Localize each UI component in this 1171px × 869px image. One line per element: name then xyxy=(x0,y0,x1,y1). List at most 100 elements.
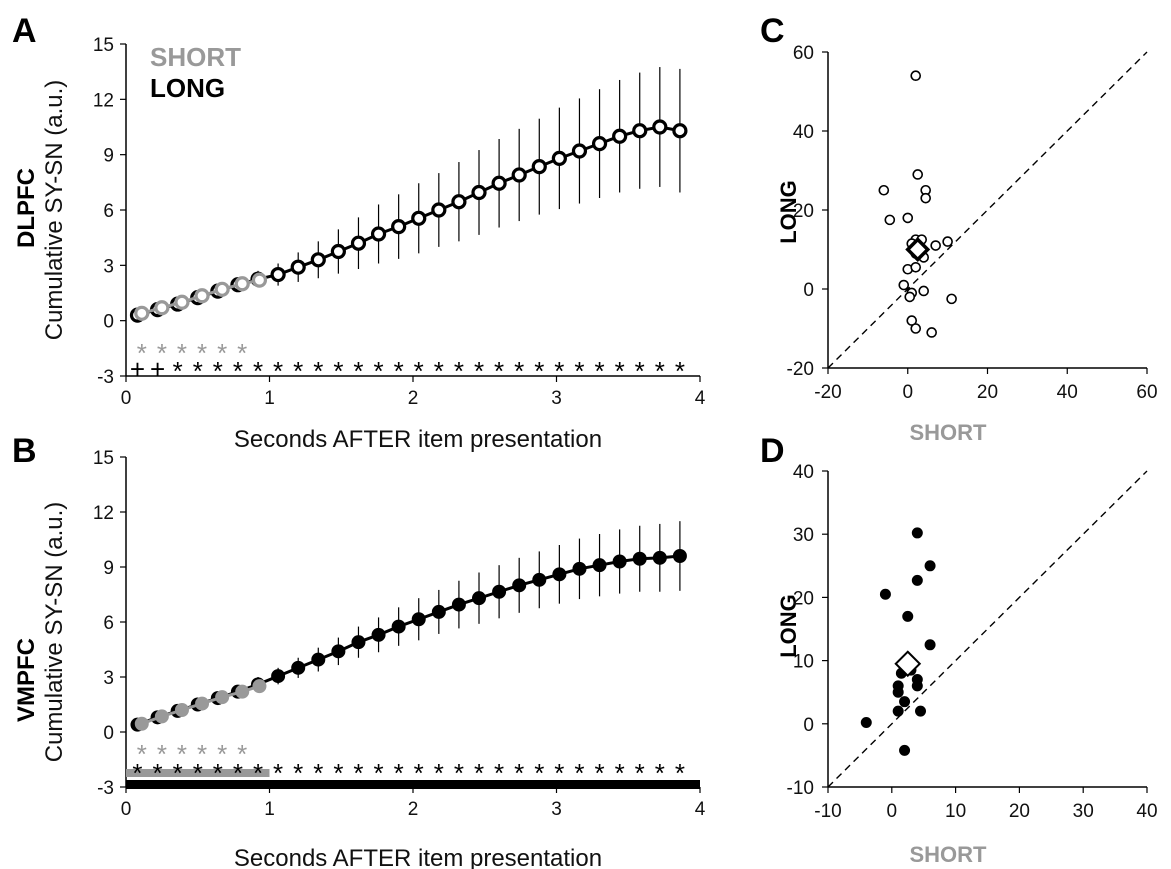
panel-a-x-tick-label: 0 xyxy=(121,388,132,409)
panel-b-significance-mark-long: * xyxy=(474,758,484,788)
panel-b-significance-mark-long: * xyxy=(615,758,625,788)
panel-d-data-point xyxy=(924,639,936,651)
panel-d-data-point xyxy=(911,574,923,586)
panel-b-x-tick-label: 4 xyxy=(695,799,706,820)
panel-b-long-point xyxy=(371,627,386,642)
panel-b-long-point xyxy=(532,572,547,587)
panel-letter-d: D xyxy=(760,432,785,470)
panel-d-scatter: LONG SHORT -10 0 10 20 30 40 -10 0 10 20 30 40 xyxy=(776,462,1158,867)
panel-b-significance-mark-long: * xyxy=(353,758,363,788)
panel-a-long-point xyxy=(672,123,688,139)
panel-b-significance-mark-long: * xyxy=(333,758,343,788)
panel-c-x-tick-label: 0 xyxy=(902,382,913,403)
panel-d-x-tick-label: 10 xyxy=(945,801,966,822)
panel-b-significance-mark-short: * xyxy=(137,739,147,769)
panel-a-y-tick-label: 15 xyxy=(93,35,114,56)
panel-b-long-point xyxy=(572,561,587,576)
panel-c-data-point xyxy=(930,240,941,251)
panel-b-x-tick-label: 3 xyxy=(551,799,562,820)
panel-c-data-point xyxy=(926,327,937,338)
panel-c-y-tick-label: 0 xyxy=(803,280,814,301)
panel-b-significance-mark-short: * xyxy=(177,739,187,769)
panel-b-y-tick-label: 12 xyxy=(93,503,114,524)
panel-a-y-axis-label: Cumulative SY-SN (a.u.) xyxy=(41,80,68,341)
panel-b-significance-mark-long: * xyxy=(173,758,183,788)
panel-b-y-tick-label: 6 xyxy=(103,613,114,634)
panel-a-long-point xyxy=(632,123,648,139)
panel-a-significance-mark-long: * xyxy=(474,356,484,386)
panel-d-identity-line xyxy=(827,470,1148,788)
panel-a-significance-mark-long: * xyxy=(494,356,504,386)
panel-b-x-tick-label: 1 xyxy=(264,799,275,820)
panel-b-x-axis-label: Seconds AFTER item presentation xyxy=(234,845,602,869)
panel-c-data-point xyxy=(898,279,910,291)
panel-a-long-point xyxy=(310,252,326,268)
panel-b-y-axis-label: Cumulative SY-SN (a.u.) xyxy=(41,502,68,763)
panel-a-short-point xyxy=(154,300,170,316)
panel-b-short-point xyxy=(235,684,250,699)
panel-a-dlpfc-chart: DLPFC Cumulative SY-SN (a.u.) Seconds AF… xyxy=(13,35,706,453)
panel-c-data-point xyxy=(884,214,896,226)
panel-a-long-point xyxy=(270,266,286,283)
panel-b-long-point xyxy=(271,669,286,684)
panel-d-x-tick-label: 20 xyxy=(1009,801,1030,822)
panel-b-significance-mark-long: * xyxy=(394,758,404,788)
panel-b-significance-mark-long: * xyxy=(434,758,444,788)
panel-c-data-point xyxy=(910,323,922,334)
panel-d-data-point xyxy=(915,705,927,717)
panel-a-significance-mark-long: * xyxy=(173,356,183,386)
panel-b-long-point xyxy=(652,550,667,565)
panel-a-y-tick-label: 12 xyxy=(93,90,114,111)
panel-a-significance-mark-long: * xyxy=(454,356,464,386)
panel-d-y-axis-label: LONG xyxy=(776,594,801,658)
panel-a-significance-mark-long: * xyxy=(373,356,383,386)
panel-a-significance-mark-long: * xyxy=(635,356,645,386)
panel-b-short-point xyxy=(215,690,230,705)
panel-b-x-tick-label: 2 xyxy=(408,799,419,820)
panel-b-significance-mark-long: * xyxy=(635,758,645,788)
panel-d-data-point xyxy=(899,744,911,756)
panel-d-y-tick-label: 20 xyxy=(793,588,814,609)
panel-b-long-point xyxy=(411,612,426,627)
panel-a-significance-mark-long: * xyxy=(414,356,424,386)
panel-a-significance-mark-long: * xyxy=(655,356,665,386)
panel-a-significance-mark-long: * xyxy=(534,356,544,386)
panel-b-significance-mark-long: * xyxy=(153,758,163,788)
panel-b-long-point xyxy=(451,597,466,612)
panel-a-significance-mark-long: * xyxy=(293,356,303,386)
panel-b-x-tick-label: 0 xyxy=(121,799,132,820)
panel-a-significance-mark-long: * xyxy=(233,356,243,386)
panel-b-significance-mark-long: * xyxy=(454,758,464,788)
panel-c-data-point xyxy=(910,261,922,273)
panel-d-data-point xyxy=(911,527,923,539)
panel-a-long-point xyxy=(411,210,427,226)
panel-c-data-point xyxy=(946,293,957,305)
panel-letter-a: A xyxy=(12,12,37,50)
panel-a-significance-mark-long: * xyxy=(434,356,444,386)
panel-b-short-point xyxy=(134,716,149,731)
panel-a-y-tick-label: 3 xyxy=(103,256,114,277)
panel-c-scatter: LONG SHORT -20 0 20 40 60 -20 0 20 40 60 xyxy=(776,43,1158,445)
panel-a-significance-mark-short: * xyxy=(217,338,227,368)
panel-d-x-tick-label: 30 xyxy=(1073,801,1094,822)
panel-c-y-tick-label: 60 xyxy=(793,43,814,64)
panel-a-x-tick-label: 2 xyxy=(408,388,419,409)
panel-a-significance-mark-long: * xyxy=(574,356,584,386)
panel-b-significance-mark-long: * xyxy=(233,758,243,788)
panel-b-significance-mark-long: * xyxy=(675,758,685,788)
panel-b-significance-mark-long: * xyxy=(132,758,142,788)
panel-b-short-point xyxy=(252,679,267,694)
panel-b-significance-mark-long: * xyxy=(554,758,564,788)
panel-b-long-point xyxy=(612,554,627,569)
panel-b-long-point xyxy=(632,551,647,566)
panel-d-y-tick-label: 0 xyxy=(803,715,814,736)
panel-b-significance-mark-long: * xyxy=(213,758,223,788)
panel-c-y-tick-label: 20 xyxy=(793,201,814,222)
panel-b-short-point xyxy=(174,703,189,717)
panel-a-long-point xyxy=(370,226,387,242)
panel-c-x-tick-label: 20 xyxy=(977,382,998,403)
panel-a-long-point xyxy=(350,235,367,251)
panel-b-significance-mark-short: * xyxy=(217,739,227,769)
panel-letter-b: B xyxy=(12,432,37,470)
panel-letter-c: C xyxy=(760,12,785,50)
